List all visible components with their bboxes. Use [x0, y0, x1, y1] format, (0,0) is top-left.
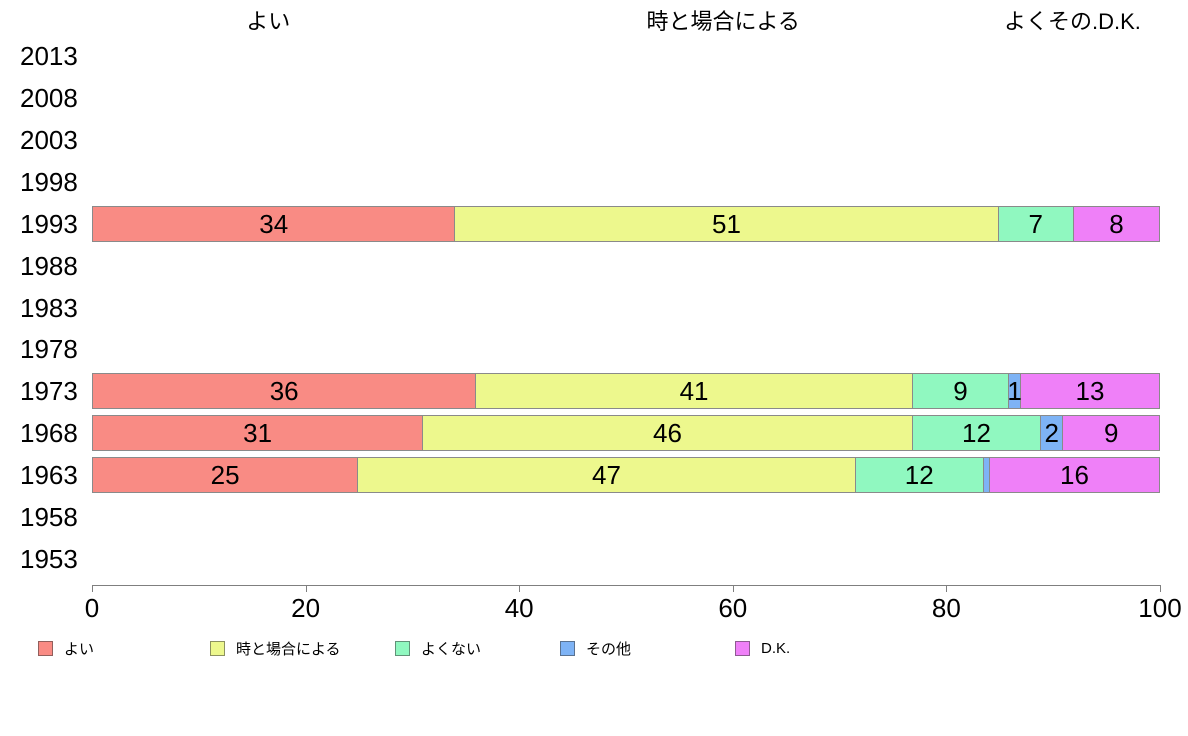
legend-item: 時と場合による [210, 638, 341, 658]
bar-segment-value: 7 [1028, 209, 1043, 239]
x-axis-tick-label: 40 [504, 593, 534, 623]
x-axis-tick [92, 585, 93, 592]
bar-segment: 2 [1041, 416, 1064, 450]
bar-segment-value: 9 [953, 376, 968, 406]
x-axis-tick [305, 585, 307, 592]
year-label: 1953 [20, 544, 78, 574]
year-label: 1973 [20, 376, 78, 406]
chart-row: 1983 [0, 287, 1188, 329]
chart-row: 2008 [0, 77, 1188, 119]
bar-segment-value: 8 [1109, 209, 1124, 239]
year-label: 1958 [20, 502, 78, 532]
bar-segment-value: 13 [1075, 376, 1105, 406]
year-label: 1998 [20, 167, 78, 197]
legend-swatch [395, 640, 410, 656]
stacked-bar: 31 46 12 2 9 [92, 415, 1160, 451]
stacked-bar: 25 47 12 16 [92, 457, 1160, 493]
bar-segment-value: 31 [243, 418, 273, 448]
year-label: 1988 [20, 251, 78, 281]
bar-segment: 13 [1020, 374, 1159, 408]
bar-segment: 12 [855, 458, 984, 492]
x-axis-tick-label: 60 [718, 593, 748, 623]
legend-swatch [560, 640, 575, 656]
legend-label: D.K. [761, 639, 791, 657]
bar-segment: 1 [1007, 374, 1022, 408]
bar-segment: 47 [358, 458, 856, 492]
stacked-bar: 34 51 7 8 [92, 206, 1160, 242]
legend-item: よい [38, 638, 94, 658]
bar-segment [983, 458, 990, 492]
bar-segment-value: 12 [961, 418, 991, 448]
legend-item: その他 [560, 638, 631, 658]
chart-row: 1978 [0, 328, 1188, 370]
bar-segment-value: 36 [269, 376, 299, 406]
chart-row: 1958 [0, 496, 1188, 538]
year-label: 1983 [20, 293, 78, 323]
year-label: 2003 [20, 125, 78, 155]
bar-segment: 8 [1073, 207, 1159, 241]
bar-segment: 34 [93, 207, 456, 241]
chart-row: 1963 25 47 12 16 [0, 454, 1188, 496]
column-header: よくその.D.K. [1003, 9, 1141, 34]
year-label: 1968 [20, 418, 78, 448]
bar-segment: 9 [1063, 416, 1159, 450]
chart-row: 2003 [0, 119, 1188, 161]
year-label: 1978 [20, 334, 78, 364]
chart-row: 2013 [0, 35, 1188, 77]
chart-row: 1968 31 46 12 2 9 [0, 412, 1188, 454]
x-axis-line [92, 585, 1161, 586]
bar-segment: 25 [93, 458, 359, 492]
bar-segment: 36 [93, 374, 477, 408]
year-label: 2013 [20, 41, 78, 71]
bar-segment-value: 41 [679, 376, 709, 406]
bar-segment-value: 25 [210, 460, 240, 490]
chart-row: 1953 [0, 538, 1188, 580]
legend-label: 時と場合による [236, 640, 341, 658]
bar-segment-value: 46 [653, 418, 682, 448]
chart-row: 1993 34 51 7 8 [0, 203, 1188, 245]
bar-segment-value: 47 [592, 460, 621, 490]
legend-swatch [210, 640, 225, 656]
x-axis-tick [519, 585, 521, 592]
chart-row: 1988 [0, 245, 1188, 287]
bar-segment: 12 [912, 416, 1042, 450]
x-axis-tick-label: 20 [291, 593, 321, 623]
legend-item: よくない [395, 638, 481, 658]
bar-segment: 9 [912, 374, 1010, 408]
bar-segment: 31 [93, 416, 424, 450]
bar-segment-value: 34 [259, 209, 289, 239]
x-axis-tick [946, 585, 948, 592]
year-label: 1993 [20, 209, 78, 239]
column-header: 時と場合による [646, 9, 800, 34]
bar-segment-value: 9 [1103, 418, 1119, 448]
legend-swatch [735, 640, 750, 656]
chart-row: 1998 [0, 161, 1188, 203]
bar-segment-value: 2 [1044, 418, 1060, 448]
bar-segment-value: 51 [712, 209, 741, 239]
bar-segment: 16 [989, 458, 1159, 492]
bar-segment-value: 16 [1060, 460, 1089, 490]
legend-item: D.K. [735, 638, 790, 658]
bar-segment-value: 12 [904, 460, 934, 490]
year-label: 2008 [20, 83, 78, 113]
x-axis-tick-label: 80 [931, 593, 961, 623]
x-axis-tick [1160, 585, 1161, 592]
legend-label: よい [64, 640, 95, 658]
bar-segment: 46 [423, 416, 913, 450]
bar-segment-value: 1 [1007, 376, 1022, 406]
chart-row: 1973 36 41 9 1 13 [0, 370, 1188, 412]
bar-segment: 7 [998, 207, 1074, 241]
stacked-bar: 36 41 9 1 13 [92, 373, 1160, 409]
x-axis-tick [732, 585, 734, 592]
legend-label: その他 [586, 640, 632, 658]
year-label: 1963 [20, 460, 78, 490]
x-axis-tick-label: 100 [1138, 593, 1182, 623]
legend-swatch [38, 640, 53, 656]
legend-label: よくない [421, 640, 482, 658]
bar-segment: 41 [476, 374, 913, 408]
bar-segment: 51 [455, 207, 999, 241]
x-axis-tick-label: 0 [84, 593, 100, 623]
column-header: よい [246, 9, 291, 34]
